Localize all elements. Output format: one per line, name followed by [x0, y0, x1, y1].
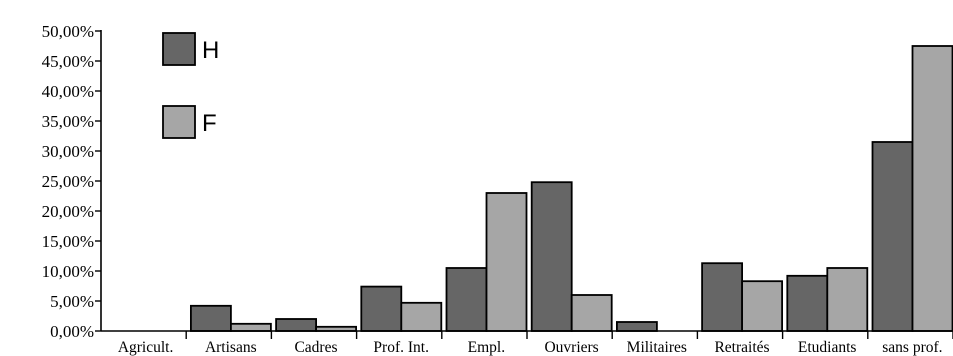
x-tick-label: Artisans — [205, 339, 257, 356]
bar-H-7 — [701, 262, 743, 332]
x-tick-label: Empl. — [468, 339, 505, 356]
y-tick-label: 10,00% — [42, 262, 94, 281]
x-tick-label: Agricult. — [118, 339, 174, 356]
y-tick-label: 35,00% — [42, 112, 94, 131]
x-tick-label: Prof. Int. — [373, 339, 429, 356]
y-tick-label: 20,00% — [42, 202, 94, 221]
bar-H-4 — [445, 267, 488, 332]
x-tick-label: Retraités — [714, 339, 769, 356]
y-tick-label: 5,00% — [50, 292, 94, 311]
bar-H-8 — [786, 274, 829, 332]
bar-F-1 — [229, 322, 272, 332]
y-tick-label: 50,00% — [42, 22, 94, 41]
bar-H-5 — [530, 181, 573, 332]
bars — [189, 45, 953, 332]
bar-H-6 — [616, 321, 658, 332]
bar-H-2 — [275, 318, 318, 332]
bar-F-5 — [570, 294, 613, 332]
legend: HF — [162, 32, 219, 139]
bar-F-7 — [741, 280, 783, 332]
x-tick-label: Cadres — [294, 339, 337, 356]
legend-swatch-F — [162, 105, 196, 139]
y-tick-label: 45,00% — [42, 52, 94, 71]
legend-swatch-H — [162, 32, 196, 66]
y-tick-label: 15,00% — [42, 232, 94, 251]
x-tick-label: Etudiants — [798, 339, 857, 356]
legend-label-H: H — [202, 37, 219, 64]
x-tick-label: Ouvriers — [544, 339, 598, 356]
bar-F-3 — [400, 301, 443, 332]
y-axis: 0,00% 5,00% 10,00% 15,00% 20,00% 25,00% 30,00%… — [42, 22, 102, 341]
x-tick-label: Militaires — [627, 339, 687, 356]
y-tick-label: 40,00% — [42, 82, 94, 101]
bar-H-3 — [360, 285, 403, 332]
x-tick-label: sans prof. — [882, 339, 942, 356]
bar-H-9 — [871, 141, 914, 332]
bar-F-8 — [826, 267, 869, 332]
y-tick-label: 25,00% — [42, 172, 94, 191]
legend-label-F: F — [202, 110, 217, 137]
bar-F-9 — [911, 45, 953, 332]
y-tick-label: 30,00% — [42, 142, 94, 161]
y-tick-label: 0,00% — [50, 322, 94, 341]
bar-F-4 — [485, 192, 528, 332]
x-axis: Agricult. Artisans Cadres Prof. Int. Empl. Ou… — [101, 330, 953, 356]
bar-H-1 — [189, 304, 232, 332]
